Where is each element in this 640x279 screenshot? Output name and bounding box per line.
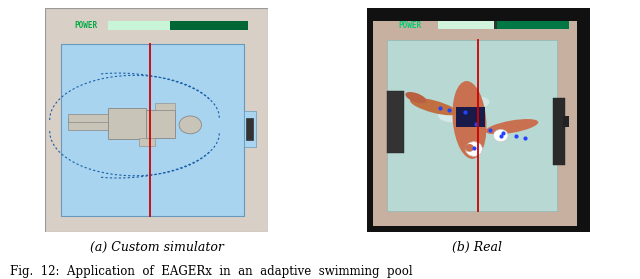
Text: POWER: POWER: [398, 21, 421, 30]
Bar: [170, 21, 248, 30]
Bar: [146, 110, 175, 138]
Bar: [155, 103, 175, 110]
Ellipse shape: [410, 98, 458, 115]
Ellipse shape: [467, 97, 490, 108]
Bar: [494, 21, 497, 29]
Ellipse shape: [438, 109, 465, 122]
Bar: [497, 21, 569, 29]
Bar: [438, 21, 500, 29]
Ellipse shape: [465, 142, 483, 156]
Text: POWER: POWER: [74, 21, 97, 30]
Ellipse shape: [405, 92, 426, 103]
Bar: [139, 138, 155, 146]
Ellipse shape: [452, 81, 486, 159]
Bar: [553, 98, 566, 165]
Bar: [244, 111, 256, 147]
Ellipse shape: [486, 119, 538, 134]
Bar: [108, 21, 170, 30]
Text: (a) Custom simulator: (a) Custom simulator: [90, 241, 224, 254]
Bar: [68, 118, 130, 130]
Text: Fig.  12:  Application  of  EAGERx  in  an  adaptive  swimming  pool: Fig. 12: Application of EAGERx in an ada…: [10, 265, 412, 278]
Ellipse shape: [493, 129, 508, 142]
Ellipse shape: [465, 144, 474, 152]
Bar: [246, 118, 253, 140]
Bar: [68, 114, 130, 122]
Ellipse shape: [179, 116, 202, 134]
Bar: [108, 108, 146, 139]
Text: (b) Real: (b) Real: [452, 241, 502, 254]
Bar: [387, 40, 557, 211]
Bar: [563, 116, 569, 127]
Bar: [61, 44, 244, 216]
Bar: [456, 107, 485, 127]
Bar: [387, 91, 404, 153]
